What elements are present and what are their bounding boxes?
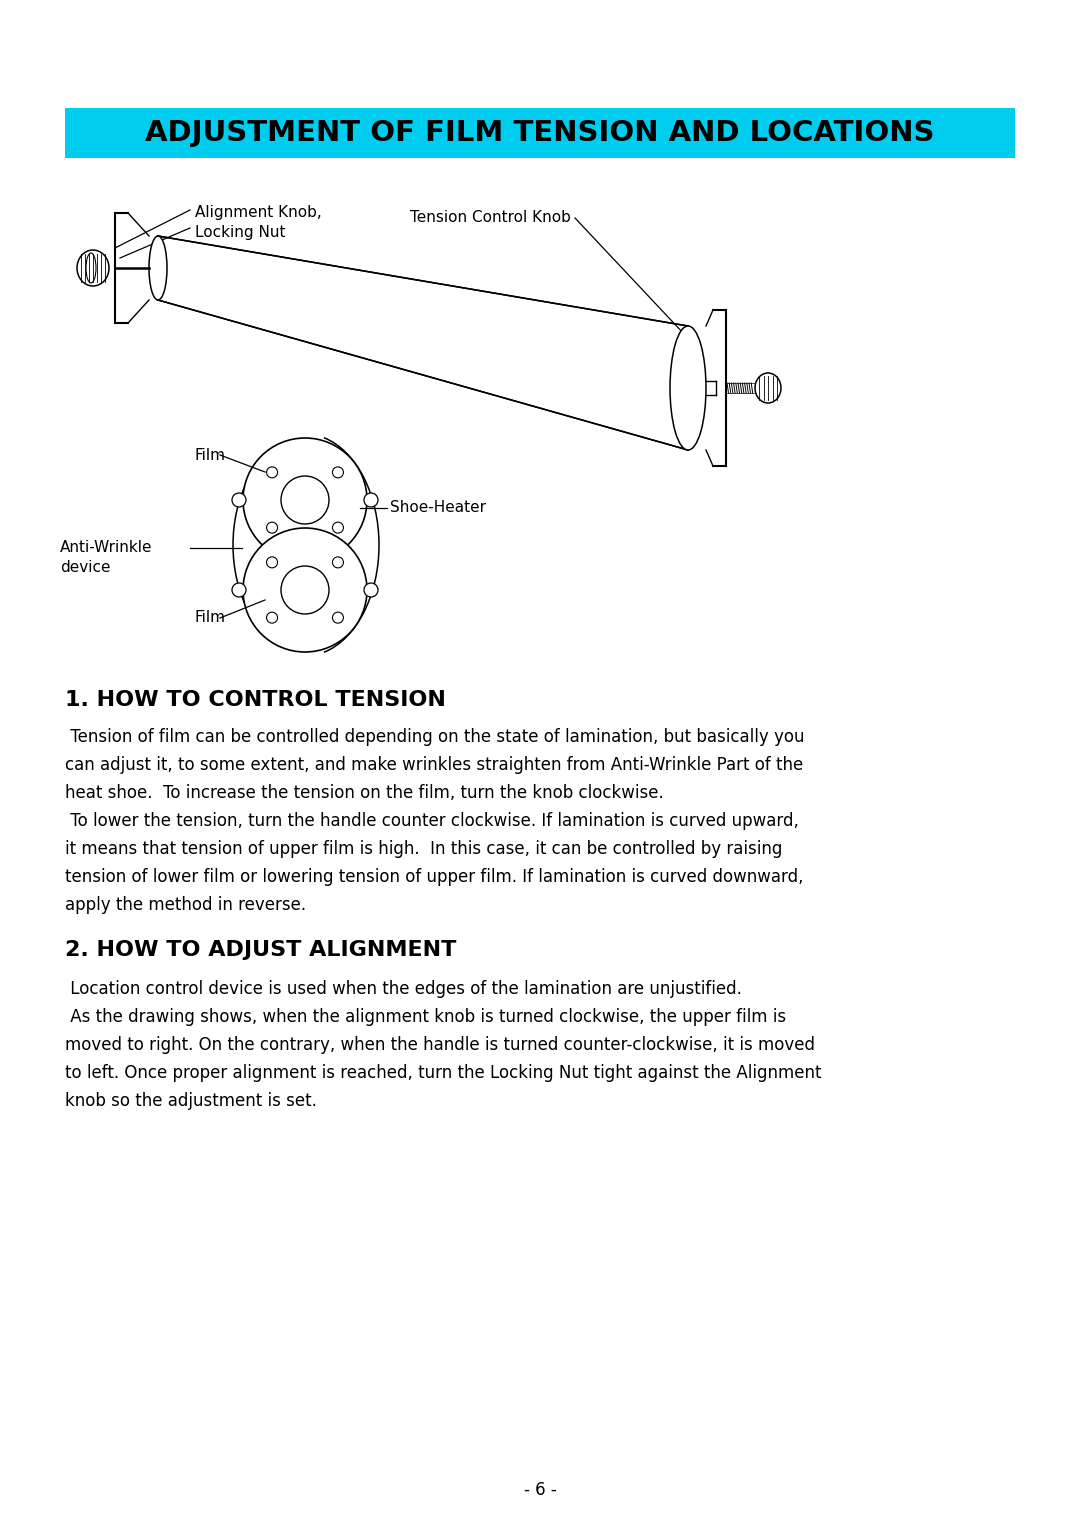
Ellipse shape [333, 522, 343, 533]
Text: can adjust it, to some extent, and make wrinkles straighten from Anti-Wrinkle Pa: can adjust it, to some extent, and make … [65, 755, 804, 774]
Ellipse shape [281, 566, 329, 613]
Ellipse shape [333, 612, 343, 623]
Ellipse shape [267, 612, 278, 623]
Text: Shoe-Heater: Shoe-Heater [390, 501, 486, 516]
Text: to left. Once proper alignment is reached, turn the Locking Nut tight against th: to left. Once proper alignment is reache… [65, 1064, 822, 1082]
Ellipse shape [333, 467, 343, 478]
Ellipse shape [267, 522, 278, 533]
Ellipse shape [149, 237, 167, 301]
Text: Location control device is used when the edges of the lamination are unjustified: Location control device is used when the… [65, 980, 742, 998]
Text: 1. HOW TO CONTROL TENSION: 1. HOW TO CONTROL TENSION [65, 690, 446, 710]
Ellipse shape [267, 557, 278, 568]
Text: - 6 -: - 6 - [524, 1482, 556, 1499]
Text: Alignment Knob,: Alignment Knob, [195, 204, 322, 220]
Text: apply the method in reverse.: apply the method in reverse. [65, 896, 306, 914]
Text: Anti-Wrinkle: Anti-Wrinkle [60, 540, 152, 555]
Text: it means that tension of upper film is high.  In this case, it can be controlled: it means that tension of upper film is h… [65, 839, 782, 858]
Ellipse shape [243, 528, 367, 652]
Bar [65, 108, 1015, 159]
Text: Tension Control Knob: Tension Control Knob [410, 211, 571, 226]
Ellipse shape [755, 372, 781, 403]
Text: ADJUSTMENT OF FILM TENSION AND LOCATIONS: ADJUSTMENT OF FILM TENSION AND LOCATIONS [145, 119, 935, 146]
Text: moved to right. On the contrary, when the handle is turned counter-clockwise, it: moved to right. On the contrary, when th… [65, 1036, 815, 1054]
Ellipse shape [243, 438, 367, 562]
Text: tension of lower film or lowering tension of upper film. If lamination is curved: tension of lower film or lowering tensio… [65, 868, 804, 887]
Text: Film: Film [195, 447, 226, 462]
Text: device: device [60, 560, 110, 575]
Text: Film: Film [195, 610, 226, 626]
Ellipse shape [77, 250, 109, 285]
Ellipse shape [281, 476, 329, 523]
Ellipse shape [333, 557, 343, 568]
Text: 2. HOW TO ADJUST ALIGNMENT: 2. HOW TO ADJUST ALIGNMENT [65, 940, 457, 960]
Text: knob so the adjustment is set.: knob so the adjustment is set. [65, 1093, 316, 1109]
Text: heat shoe.  To increase the tension on the film, turn the knob clockwise.: heat shoe. To increase the tension on th… [65, 784, 664, 803]
Text: To lower the tension, turn the handle counter clockwise. If lamination is curved: To lower the tension, turn the handle co… [65, 812, 799, 830]
Ellipse shape [364, 583, 378, 597]
Polygon shape [158, 237, 688, 450]
Ellipse shape [232, 583, 246, 597]
Text: Locking Nut: Locking Nut [195, 224, 285, 240]
Ellipse shape [670, 327, 706, 450]
Text: As the drawing shows, when the alignment knob is turned clockwise, the upper fil: As the drawing shows, when the alignment… [65, 1009, 786, 1025]
Ellipse shape [364, 493, 378, 507]
Ellipse shape [267, 467, 278, 478]
Text: Tension of film can be controlled depending on the state of lamination, but basi: Tension of film can be controlled depend… [65, 728, 805, 746]
Ellipse shape [232, 493, 246, 507]
